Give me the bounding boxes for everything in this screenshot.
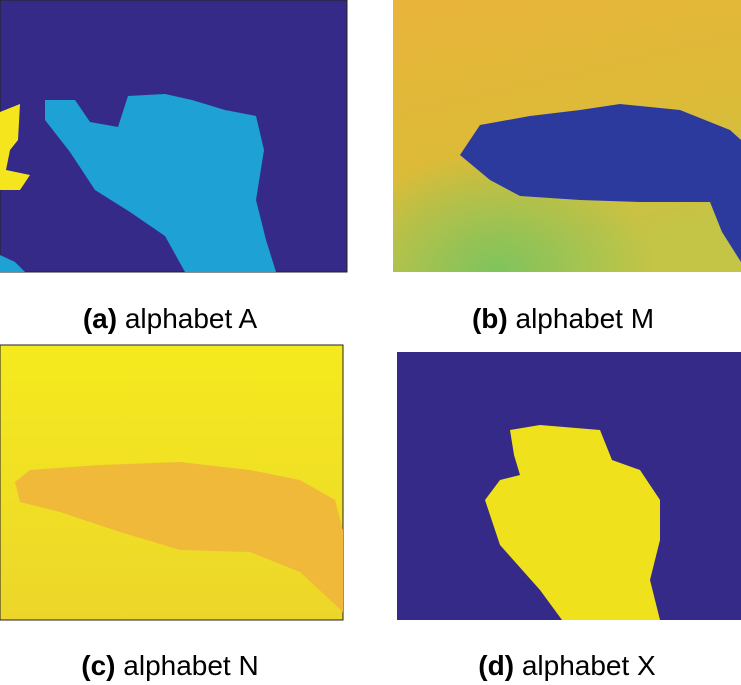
panel-caption: alphabet X	[522, 650, 656, 681]
panel-b: (b) alphabet M	[393, 0, 741, 334]
segment	[0, 104, 30, 190]
panel-caption: alphabet A	[125, 303, 258, 334]
panel-a: (a) alphabet A	[0, 0, 348, 334]
segment	[460, 104, 741, 262]
caption: (c) alphabet N	[81, 650, 258, 681]
segment	[45, 94, 276, 272]
panel-label: (d)	[478, 650, 514, 681]
panel-caption: alphabet M	[516, 303, 655, 334]
panel-d: (d) alphabet X	[397, 352, 741, 681]
panel-c: (c) alphabet N	[0, 344, 344, 681]
panel-label: (a)	[83, 303, 117, 334]
caption: (b) alphabet M	[472, 303, 654, 334]
panel-label: (b)	[472, 303, 508, 334]
caption: (d) alphabet X	[478, 650, 656, 681]
segment	[15, 462, 343, 612]
segment	[485, 425, 660, 620]
segment	[0, 255, 25, 272]
panel-label: (c)	[81, 650, 115, 681]
caption: (a) alphabet A	[83, 303, 258, 334]
panel-caption: alphabet N	[123, 650, 258, 681]
